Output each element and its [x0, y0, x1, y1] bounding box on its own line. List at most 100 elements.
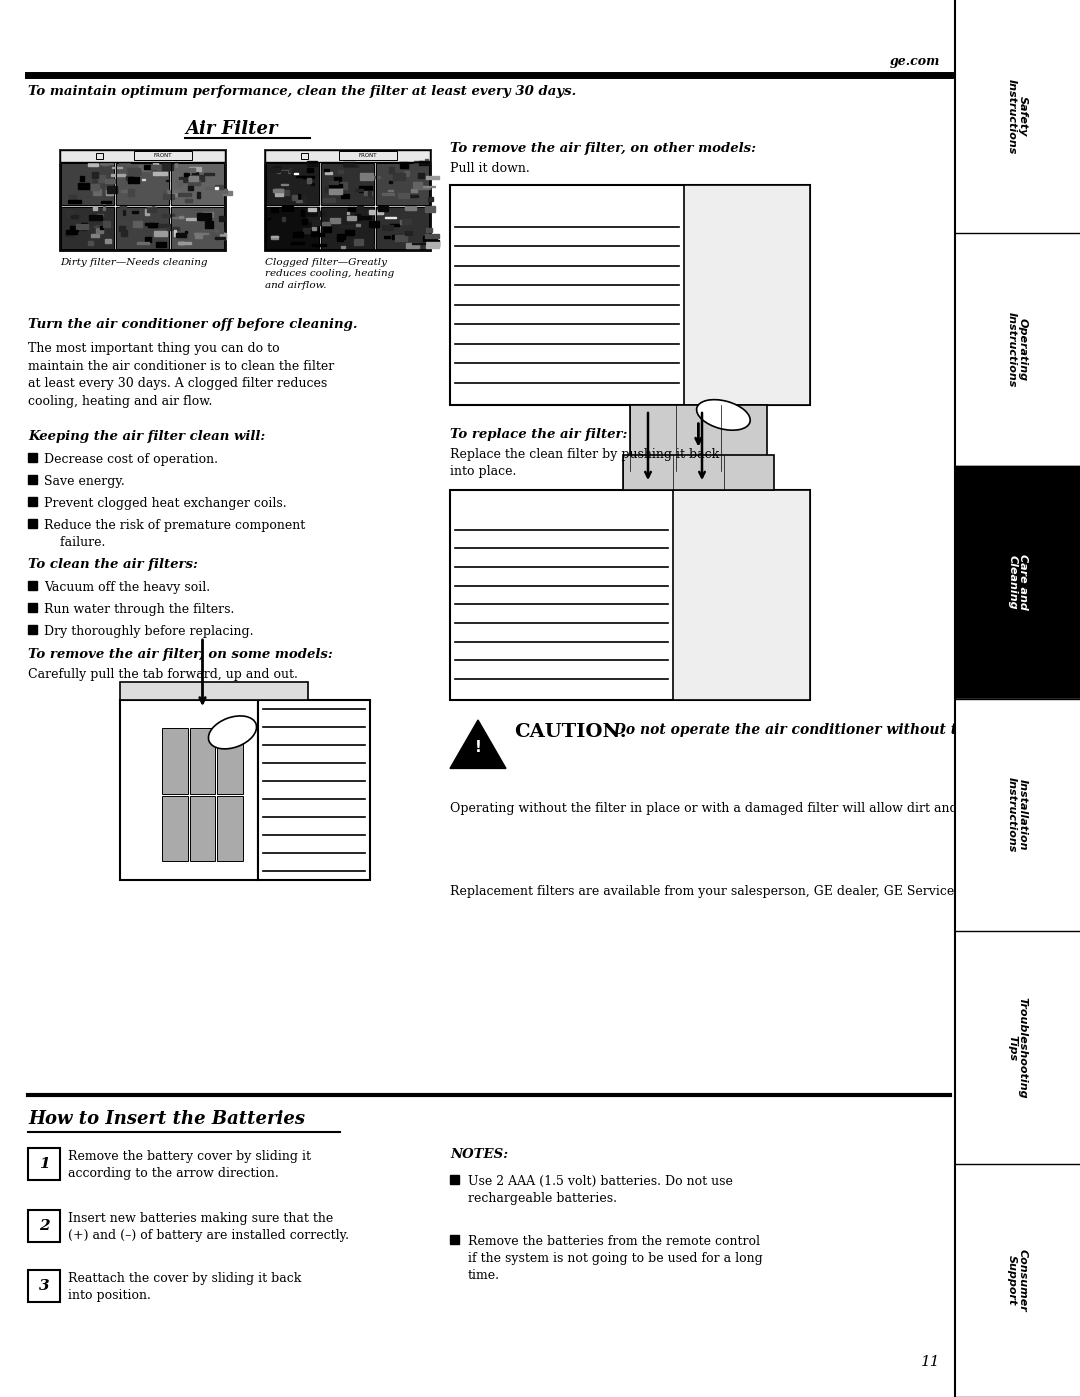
Bar	[365, 177, 370, 180]
Text: Dry thoroughly before replacing.: Dry thoroughly before replacing.	[44, 624, 254, 638]
Bar	[60, 163, 114, 205]
Bar	[390, 224, 399, 226]
Bar	[163, 190, 174, 196]
Bar	[389, 168, 394, 173]
Bar	[372, 222, 378, 226]
Bar	[450, 184, 810, 405]
Bar	[60, 149, 225, 250]
Bar	[191, 169, 198, 175]
Bar	[106, 190, 112, 194]
Bar	[190, 795, 215, 861]
Bar	[955, 698, 1080, 932]
Bar	[148, 207, 156, 212]
Bar	[96, 152, 103, 159]
Bar	[66, 211, 73, 217]
Bar	[354, 239, 363, 244]
Text: How to Insert the Batteries: How to Insert the Batteries	[28, 1111, 305, 1127]
Bar	[174, 231, 176, 236]
Bar	[389, 182, 392, 183]
Bar	[406, 243, 419, 247]
Bar	[347, 212, 349, 214]
Bar	[87, 242, 93, 244]
Bar	[96, 175, 105, 182]
Bar	[404, 170, 409, 176]
Bar	[418, 173, 424, 177]
Bar	[126, 168, 134, 170]
Bar	[188, 186, 193, 190]
Bar	[405, 205, 416, 211]
Bar	[171, 163, 224, 205]
Bar	[93, 205, 97, 210]
Bar	[121, 190, 133, 191]
Bar	[123, 210, 125, 215]
Text: FRONT: FRONT	[359, 154, 377, 158]
Bar	[340, 225, 354, 228]
Bar	[381, 225, 393, 231]
Bar	[955, 0, 1080, 1397]
Text: Save energy.: Save energy.	[44, 475, 125, 488]
Bar	[177, 180, 181, 186]
Bar	[323, 198, 335, 201]
Bar	[450, 1235, 459, 1243]
Bar	[328, 184, 342, 187]
Bar	[215, 186, 222, 190]
Bar	[189, 168, 201, 172]
Bar	[217, 795, 243, 861]
Bar	[127, 217, 131, 218]
Bar	[405, 231, 413, 235]
Bar	[367, 191, 370, 196]
Bar	[345, 165, 357, 168]
Bar	[378, 205, 388, 211]
Bar	[185, 198, 192, 201]
Bar	[203, 212, 213, 217]
Bar	[301, 152, 308, 159]
Text: Remove the batteries from the remote control
if the system is not going to be us: Remove the batteries from the remote con…	[468, 1235, 762, 1282]
Bar	[273, 166, 281, 170]
Bar	[28, 1148, 60, 1180]
Bar	[218, 228, 224, 233]
Bar	[93, 189, 102, 196]
Bar	[630, 405, 767, 471]
Bar	[338, 170, 342, 173]
Text: To remove the air filter, on other models:: To remove the air filter, on other model…	[450, 142, 756, 155]
Bar	[188, 180, 200, 186]
Bar	[70, 226, 78, 232]
Bar	[136, 170, 139, 172]
Bar	[68, 200, 81, 203]
Bar	[307, 217, 320, 222]
Text: Carefully pull the tab forward, up and out.: Carefully pull the tab forward, up and o…	[28, 668, 298, 680]
Bar	[79, 183, 89, 190]
Bar	[294, 173, 298, 175]
Bar	[89, 162, 98, 166]
Bar	[162, 728, 188, 793]
Bar	[296, 200, 306, 201]
Bar	[119, 226, 125, 231]
Bar	[337, 235, 345, 239]
Bar	[220, 233, 226, 239]
Bar	[394, 235, 407, 240]
Bar	[111, 166, 122, 169]
Bar	[119, 162, 130, 165]
Bar	[376, 163, 429, 205]
Bar	[185, 231, 187, 235]
Bar	[343, 162, 355, 166]
Bar	[60, 149, 225, 162]
Bar	[955, 0, 1080, 233]
Bar	[171, 163, 224, 205]
Bar	[28, 1270, 60, 1302]
Bar	[293, 232, 302, 237]
Bar	[191, 175, 204, 182]
Bar	[266, 163, 319, 205]
Bar	[188, 168, 195, 172]
Bar	[81, 224, 87, 229]
Bar	[426, 242, 438, 247]
Bar	[388, 190, 393, 191]
Bar	[369, 176, 380, 179]
Bar	[415, 161, 423, 165]
Bar	[278, 190, 288, 196]
Bar	[153, 162, 159, 168]
Bar	[364, 191, 372, 196]
Text: 3: 3	[39, 1280, 50, 1294]
Bar	[93, 180, 97, 182]
Bar	[428, 197, 433, 201]
